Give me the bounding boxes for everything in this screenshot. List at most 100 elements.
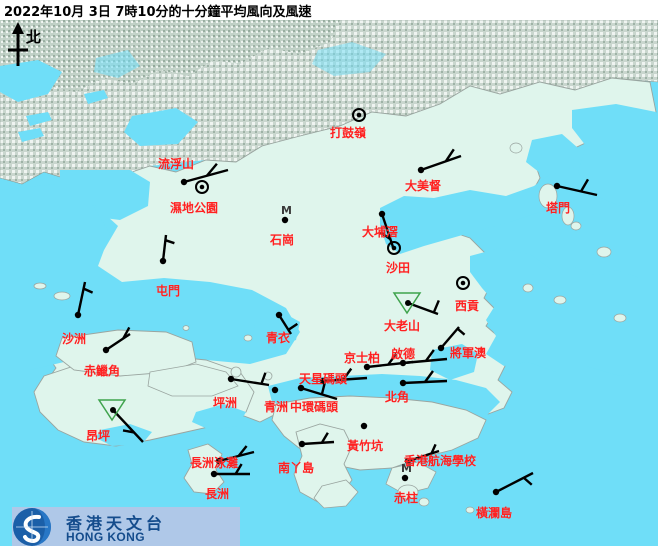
station-label: 昂坪 — [86, 429, 111, 443]
station-dot-icon — [159, 257, 167, 265]
station-marker — [297, 382, 338, 401]
station-dot-icon — [492, 488, 500, 496]
station-marker — [360, 422, 368, 430]
station-dot-icon — [74, 311, 82, 319]
wind-barb-feather — [444, 148, 455, 162]
missing-data-marker: M — [281, 204, 292, 217]
station-label: 青洲 — [264, 400, 289, 414]
station-marker — [404, 443, 440, 465]
wind-barb-shaft — [76, 281, 87, 316]
wind-barb-feather — [342, 367, 353, 381]
station-label: 濕地公園 — [170, 201, 219, 215]
wind-barb-feather — [387, 352, 398, 366]
wind-barb-shaft — [556, 184, 598, 197]
station-label: 中環碼頭 — [290, 400, 339, 414]
hko-logo: 香港天文台 HONG KONG OBSERVATORY — [12, 507, 240, 546]
wind-barb-feather — [430, 443, 437, 454]
station-dot-icon — [102, 346, 110, 354]
station-marker — [97, 399, 144, 443]
station-marker — [215, 445, 255, 465]
wind-barb-feather — [379, 231, 392, 241]
station-circle-icon — [387, 241, 401, 255]
wind-barb-feather — [579, 178, 590, 193]
wind-barb-shaft — [183, 168, 229, 184]
station-dot-icon — [401, 474, 409, 482]
station-label: 將軍澳 — [450, 346, 487, 360]
station-marker — [456, 276, 470, 290]
station-marker — [392, 292, 440, 316]
station-marker — [210, 463, 250, 478]
station-label: 香港航海學校 — [404, 454, 477, 468]
station-label: 橫瀾島 — [476, 506, 513, 520]
station-marker — [387, 241, 401, 255]
wind-barb-shaft — [495, 471, 534, 494]
station-label: 黃竹坑 — [347, 439, 384, 453]
station-marker — [271, 386, 279, 394]
station-marker — [74, 281, 94, 319]
station-marker — [180, 162, 229, 186]
station-dot-icon — [391, 245, 397, 251]
station-marker — [352, 108, 366, 122]
wind-barb-feather — [234, 463, 243, 475]
wind-barb-shaft — [380, 213, 396, 251]
wind-barb-feather — [83, 287, 94, 294]
station-marker — [437, 326, 466, 352]
title-bar: 2022年10月 3日 7時10分的十分鐘平均風向及風速 — [0, 0, 658, 20]
station-dot-icon — [271, 386, 279, 394]
wind-barb-feather — [122, 326, 131, 340]
station-label: 長洲 — [205, 487, 230, 501]
station-dot-icon — [210, 470, 218, 478]
wind-barb-layer: MM — [74, 108, 598, 496]
station-label: 大埔滘 — [362, 225, 399, 239]
station-label: 京士柏 — [344, 351, 381, 365]
hko-logo-en: HONG KONG OBSERVATORY — [66, 530, 160, 546]
station-label: 赤鱲角 — [84, 364, 121, 378]
station-label: 西貢 — [455, 299, 480, 313]
north-arrow-icon — [8, 22, 28, 66]
station-marker: M — [281, 204, 292, 224]
station-marker — [159, 234, 175, 265]
station-label: 南丫島 — [278, 461, 315, 475]
wind-barb-feather — [522, 476, 533, 486]
hko-logo-icon — [13, 508, 51, 546]
wind-barb-shaft — [230, 377, 270, 387]
station-label: 屯門 — [156, 284, 181, 298]
station-marker — [553, 178, 598, 197]
station-marker — [102, 326, 131, 354]
station-dot-icon — [417, 166, 425, 174]
station-label: 青衣 — [266, 331, 291, 345]
station-dot-icon — [227, 375, 235, 383]
wind-barb-feather — [320, 382, 327, 395]
station-dot-icon — [360, 422, 368, 430]
wind-barb-shaft — [440, 326, 460, 349]
station-marker — [417, 148, 462, 174]
station-marker — [275, 311, 299, 335]
wind-barb-feather — [424, 349, 435, 362]
station-marker: M — [401, 462, 412, 482]
station-dot-icon — [180, 178, 188, 186]
station-label: 天星碼頭 — [299, 372, 348, 386]
wind-barb-shaft — [277, 314, 293, 335]
wind-barb-shaft — [300, 386, 338, 401]
station-label: 沙洲 — [62, 332, 87, 346]
station-label: 坪洲 — [213, 396, 238, 410]
station-label: 流浮山 — [158, 157, 195, 171]
station-dot-icon — [215, 457, 223, 465]
station-label: 打鼓嶺 — [330, 126, 367, 140]
station-label: 塔門 — [546, 201, 571, 215]
wind-barb-shaft — [105, 333, 131, 351]
station-circle-icon — [352, 108, 366, 122]
wind-barb-feather — [237, 445, 248, 457]
station-marker — [492, 471, 534, 496]
wind-barb-shaft — [301, 440, 335, 446]
wind-barb-shaft — [161, 234, 168, 262]
station-label: 赤柱 — [394, 491, 419, 505]
station-marker — [399, 349, 448, 367]
station-label: 大美督 — [405, 179, 442, 193]
station-label: 石崗 — [270, 233, 295, 247]
station-circle-icon — [195, 180, 209, 194]
station-dot-icon — [399, 379, 407, 387]
station-dot-icon — [405, 300, 411, 306]
station-dot-icon — [110, 407, 116, 413]
